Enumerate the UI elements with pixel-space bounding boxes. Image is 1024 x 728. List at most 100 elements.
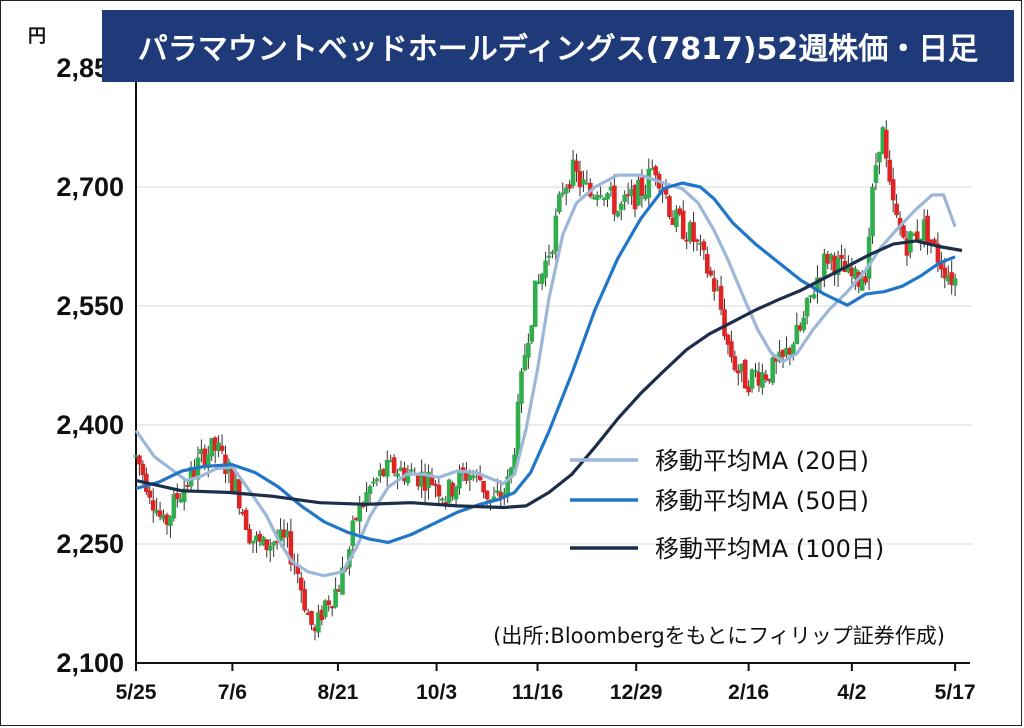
candle-body [178, 498, 184, 502]
candle-body [133, 455, 139, 458]
candle-body [312, 627, 318, 631]
candle-body [925, 215, 930, 244]
candle-body [877, 152, 882, 163]
y-tick-label: 2,550 [56, 291, 124, 321]
candle-body [598, 195, 603, 198]
candle-body [581, 179, 586, 185]
candle-body [274, 540, 280, 543]
candle-body [863, 276, 868, 283]
candle-body [574, 160, 579, 172]
candle-body [546, 255, 552, 258]
candle-body [477, 474, 483, 481]
candle-body [670, 217, 676, 225]
candle-body [364, 492, 369, 503]
candle-body [505, 476, 510, 496]
candle-body [835, 257, 841, 276]
x-tick-label: 2/16 [728, 681, 769, 704]
candle-body [646, 168, 652, 198]
candle-body [501, 492, 507, 495]
candle-body [495, 490, 500, 493]
candle-body [188, 466, 194, 487]
x-tick-label: 8/21 [317, 681, 358, 704]
x-tick-label: 12/29 [610, 681, 663, 704]
candle-body [705, 254, 710, 274]
y-tick-label: 2,700 [56, 172, 124, 202]
candle-body [639, 177, 645, 196]
ma-line-0 [134, 173, 957, 578]
candle-body [288, 531, 294, 565]
candle-body [711, 278, 717, 292]
candle-body [181, 488, 187, 503]
candle-body [199, 448, 204, 455]
candle-body [643, 194, 648, 200]
candle-body [939, 261, 944, 270]
candle-body [708, 270, 714, 276]
candle-body [209, 438, 215, 457]
candle-body [553, 215, 559, 252]
candle-body [457, 470, 462, 489]
candle-body [756, 371, 762, 386]
candle-body [853, 268, 858, 279]
candle-body [557, 194, 562, 213]
candle-body [443, 502, 449, 505]
candle-body [460, 467, 466, 472]
candle-body [422, 474, 428, 491]
candle-body [808, 295, 813, 298]
candle-body [168, 516, 173, 526]
candle-body [391, 457, 397, 474]
candle-body [550, 251, 555, 255]
candle-body [150, 500, 156, 511]
candle-body [911, 233, 917, 236]
candle-body [560, 192, 566, 195]
candle-body [278, 529, 283, 542]
candle-body [567, 184, 572, 189]
candle-body [608, 186, 614, 191]
candle-body [529, 325, 535, 342]
candle-body [677, 208, 683, 215]
candle-body [515, 401, 521, 459]
candle-body [914, 231, 920, 241]
candle-body [388, 460, 393, 463]
candle-body [732, 356, 738, 371]
candle-body [612, 185, 617, 215]
candle-body [622, 194, 628, 202]
candle-body [267, 545, 273, 551]
candle-body [715, 288, 720, 291]
candle-body [663, 188, 669, 195]
candle-body [322, 600, 328, 617]
candle-body [415, 473, 421, 487]
x-tick-label: 10/3 [416, 681, 457, 704]
candle-body [763, 374, 769, 380]
candle-body [233, 479, 239, 492]
candle-body [625, 194, 631, 197]
candle-body [192, 468, 197, 478]
candle-body [161, 515, 166, 520]
candle-body [371, 481, 376, 484]
candle-body [302, 589, 307, 611]
candle-body [240, 511, 245, 514]
candle-body [281, 529, 287, 538]
candle-body [336, 589, 342, 592]
candle-body [760, 372, 765, 388]
candle-body [701, 241, 707, 251]
candle-body [164, 514, 170, 525]
title-banner: パラマウントベッドホールディングス(7817)52週株価・日足 [102, 10, 1014, 82]
candle-body [202, 448, 208, 466]
candle-body [932, 239, 937, 244]
candle-body [254, 535, 259, 542]
candle-body [918, 238, 923, 243]
candle-body [378, 470, 383, 477]
candle-body [453, 486, 459, 500]
candle-body [526, 342, 531, 358]
candle-body [429, 475, 435, 485]
candle-body [815, 277, 820, 293]
candle-body [618, 203, 624, 211]
candle-body [357, 503, 363, 522]
candle-body [491, 496, 497, 502]
x-tick-label: 7/6 [218, 681, 247, 704]
candle-body [440, 498, 445, 501]
legend-label: 移動平均MA (20日) [655, 447, 869, 475]
candle-body [216, 442, 221, 452]
